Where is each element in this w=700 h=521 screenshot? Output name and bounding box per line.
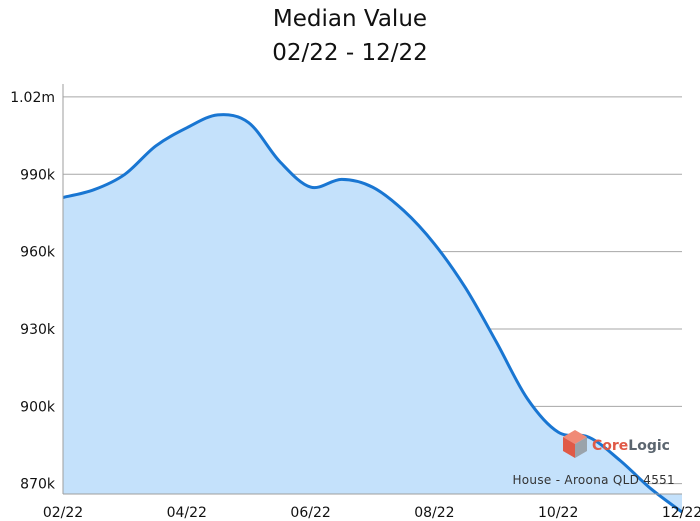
corelogic-logo: CoreLogic [563,430,670,458]
x-tick-label: 04/22 [167,505,207,521]
y-tick-label: 1.02m [10,90,55,106]
y-tick-label: 870k [20,477,56,493]
x-tick-label: 12/22 [662,505,700,521]
x-tick-label: 08/22 [414,505,454,521]
corelogic-cube-icon [563,430,587,458]
chart-title: Median Value [273,6,427,32]
logo-text-core: Core [592,438,628,454]
y-tick-label: 960k [20,245,56,261]
chart-subtitle: 02/22 - 12/22 [272,40,428,66]
y-tick-label: 990k [20,167,56,183]
svg-text:CoreLogic: CoreLogic [592,438,670,454]
y-tick-labels: 870k 900k 930k 960k 990k 1.02m [10,90,56,493]
y-tick-label: 900k [20,399,56,415]
x-tick-label: 10/22 [538,505,578,521]
logo-text-logic: Logic [628,438,670,454]
x-tick-label: 02/22 [43,505,83,521]
area-fill [63,114,682,513]
x-tick-labels: 02/22 04/22 06/22 08/22 10/22 12/22 [43,505,700,521]
chart-caption: House - Aroona QLD 4551 [512,473,675,487]
y-tick-label: 930k [20,322,56,338]
x-tick-label: 06/22 [290,505,330,521]
